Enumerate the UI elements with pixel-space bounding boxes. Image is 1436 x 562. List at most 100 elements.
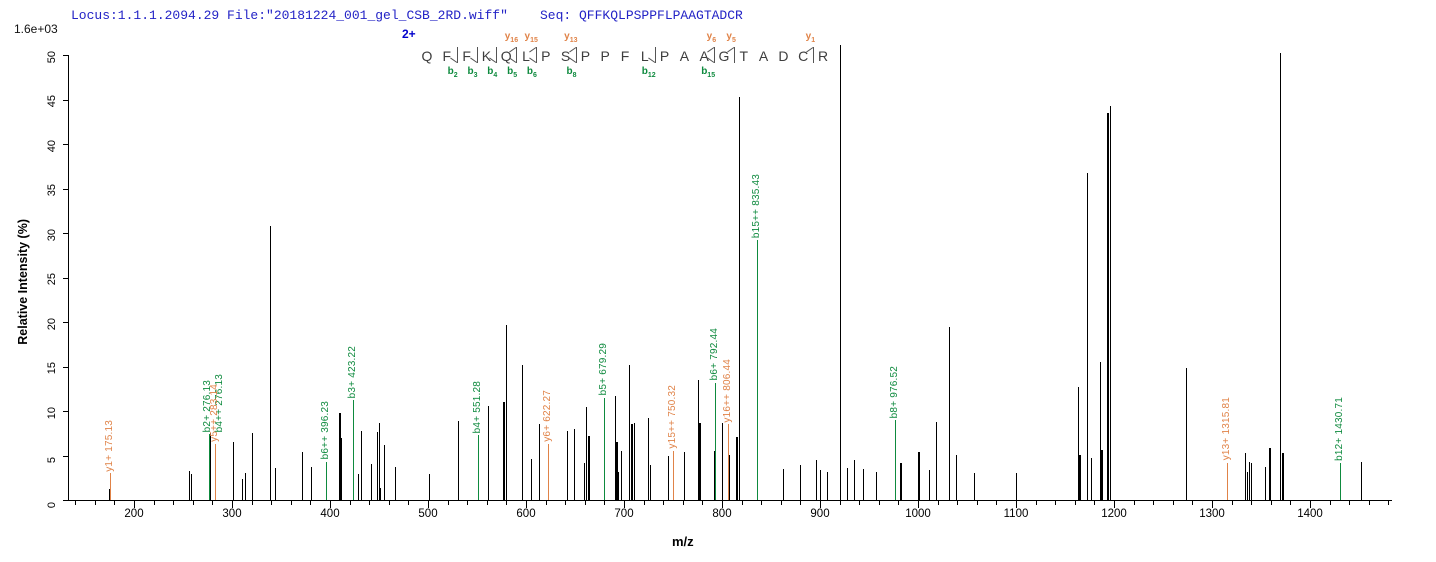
x-minor-tick: [94, 501, 96, 505]
x-minor-tick: [584, 501, 586, 505]
peak: [1280, 53, 1282, 500]
x-minor-tick: [780, 501, 782, 505]
fragment-divider: [496, 47, 498, 63]
peak: [209, 433, 211, 500]
sequence-residue: R: [817, 48, 829, 64]
precursor-marker-line: [840, 45, 842, 500]
b-ion-marker: b3: [467, 66, 478, 79]
b-ion-peak-line: [1340, 462, 1342, 500]
x-minor-tick: [898, 501, 900, 505]
peak: [252, 433, 254, 500]
peak: [648, 418, 649, 500]
fragment-divider: [476, 47, 478, 63]
peak: [917, 451, 920, 500]
x-minor-tick: [859, 501, 861, 505]
peak: [1100, 450, 1103, 500]
x-minor-tick: [1329, 501, 1331, 505]
sequence-residue: F: [442, 48, 452, 64]
peak: [739, 96, 741, 500]
peak: [1268, 448, 1271, 500]
sequence-residue: K: [481, 48, 492, 64]
peak: [274, 467, 276, 500]
peak: [191, 474, 193, 500]
y-tick: [63, 144, 68, 145]
x-minor-tick: [682, 501, 684, 505]
peak: [735, 436, 738, 500]
sequence-residue: S: [560, 48, 571, 64]
y-ion-peak-annotation: y16++ 806.44: [722, 358, 734, 423]
peak: [876, 472, 878, 500]
peak: [1078, 386, 1080, 500]
sequence-residue: P: [659, 48, 670, 64]
peak: [684, 451, 686, 500]
x-minor-tick: [545, 501, 547, 505]
x-tick-label: 900: [810, 508, 830, 520]
peak: [488, 405, 490, 500]
peak: [697, 379, 699, 500]
y-tick: [63, 233, 68, 234]
x-tick-label: 1000: [905, 508, 931, 520]
b-ion-peak-annotation: b4+ 551.28: [472, 380, 484, 434]
y-ion-peak-line: [1227, 462, 1229, 500]
b-ion-peak-line: [208, 434, 210, 500]
x-tick: [526, 501, 527, 508]
x-tick: [918, 501, 919, 508]
x-minor-tick: [114, 501, 116, 505]
x-minor-tick: [1349, 501, 1351, 505]
peak: [1248, 461, 1250, 500]
x-minor-tick: [173, 501, 175, 505]
y-tick-label: 10: [46, 406, 58, 419]
x-tick: [232, 501, 233, 508]
sequence-residue: A: [679, 48, 690, 64]
sequence-residue: Q: [421, 48, 433, 64]
y-tick: [63, 411, 68, 412]
x-minor-tick: [1074, 501, 1076, 505]
peak: [862, 468, 864, 500]
peak: [1079, 454, 1082, 500]
x-minor-tick: [957, 501, 959, 505]
peak: [376, 432, 378, 500]
fragment-divider: [535, 47, 537, 63]
x-minor-tick: [1368, 501, 1370, 505]
fragment-divider: [813, 47, 815, 63]
peak: [302, 451, 304, 500]
x-tick: [820, 501, 821, 508]
sequence-residue: P: [541, 48, 551, 64]
x-tick: [624, 501, 625, 508]
sequence-residue: A: [699, 48, 709, 64]
peak: [233, 442, 235, 500]
peak: [633, 423, 635, 500]
peak: [955, 454, 957, 500]
x-minor-tick: [663, 501, 665, 505]
y-tick-label: 40: [46, 139, 58, 152]
x-minor-tick: [408, 501, 410, 505]
x-tick-label: 700: [614, 508, 634, 520]
peak: [729, 454, 731, 500]
y-ion-marker: y16: [504, 31, 519, 44]
b-ion-peak-annotation: b8+ 976.52: [888, 365, 900, 418]
x-minor-tick: [251, 501, 253, 505]
fragment-divider: [575, 47, 577, 63]
peak: [1265, 467, 1267, 500]
x-minor-tick: [192, 501, 194, 505]
x-minor-tick: [702, 501, 704, 505]
peak: [357, 474, 359, 500]
peak: [1099, 362, 1101, 500]
y-ion-peak-line: [215, 443, 217, 500]
x-minor-tick: [1153, 501, 1155, 505]
y-tick: [63, 99, 68, 101]
x-tick-label: 1100: [1003, 508, 1029, 520]
y-ion-peak-annotation: y13+ 1315.81: [1221, 397, 1233, 461]
sequence-residue: F: [462, 48, 471, 64]
y-tick-label: 20: [46, 317, 58, 330]
sequence-residue: G: [718, 48, 730, 64]
peak: [698, 423, 701, 500]
b-ion-peak-annotation: b6+ 792.44: [708, 328, 720, 381]
y-ion-marker: y13: [564, 31, 578, 44]
peak: [384, 444, 386, 500]
peak: [1361, 461, 1363, 500]
x-minor-tick: [741, 501, 743, 505]
b-ion-marker: b8: [566, 66, 577, 79]
fragment-divider: [714, 47, 716, 63]
